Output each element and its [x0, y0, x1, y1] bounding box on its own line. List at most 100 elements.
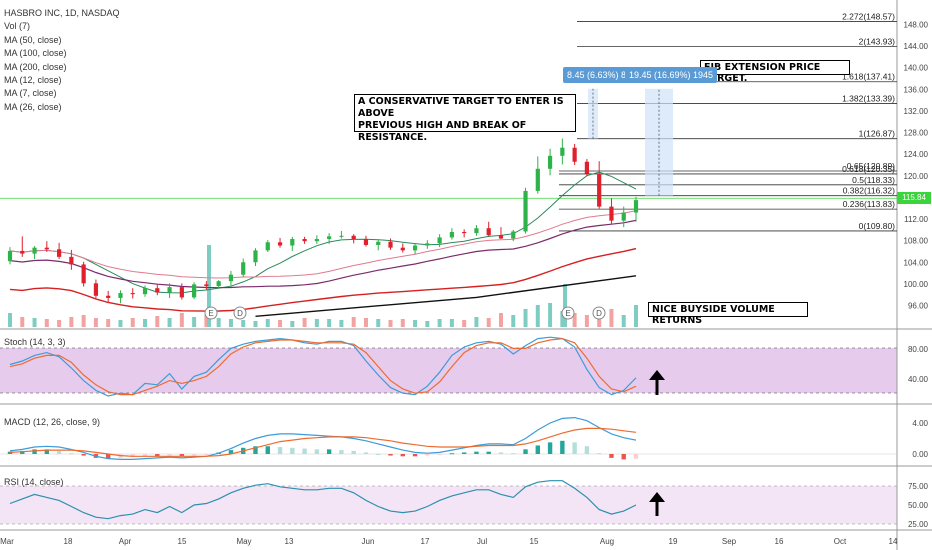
conservative-target-note: A CONSERVATIVE TARGET TO ENTER IS ABOVE … — [354, 94, 576, 143]
fib-label-9: 0.236(113.83) — [843, 199, 895, 209]
indicator-ma12[interactable]: MA (12, close) — [4, 75, 62, 86]
event-marker-label: E — [208, 309, 213, 318]
macd-hist-bar — [142, 454, 148, 457]
macd-hist-bar — [376, 454, 381, 455]
candle-body — [572, 147, 577, 162]
time-tick: Oct — [834, 537, 847, 546]
volume-bar — [400, 319, 405, 327]
event-marker-label: D — [596, 309, 602, 318]
stoch-tick: 40.00 — [908, 375, 929, 384]
volume-bar — [462, 320, 467, 327]
volume-bar — [106, 319, 111, 327]
volume-bar — [486, 318, 491, 327]
candle-body — [523, 190, 528, 232]
indicator-ma50[interactable]: MA (50, close) — [4, 34, 62, 45]
indicator-ma100[interactable]: MA (100, close) — [4, 48, 67, 59]
time-tick: Sep — [722, 537, 737, 546]
macd-hist-bar — [56, 450, 62, 454]
rsi-line — [9, 480, 637, 520]
time-tick: 16 — [775, 537, 784, 546]
macd-hist-bar — [167, 454, 172, 456]
volume-bar — [241, 320, 246, 327]
price-tick: 124.00 — [904, 150, 929, 159]
rsi-panel-title[interactable]: RSI (14, close) — [4, 477, 64, 487]
macd-hist-bar — [596, 453, 602, 455]
indicator-vol[interactable]: Vol (7) — [4, 21, 31, 32]
event-marker-1 — [233, 306, 247, 320]
time-tick: 18 — [64, 537, 73, 546]
macd-line — [9, 416, 637, 460]
candle-body — [302, 239, 307, 242]
volume-bar — [302, 318, 307, 327]
volume-bar — [32, 318, 37, 327]
candle-body — [290, 239, 295, 246]
candle-body — [167, 287, 172, 293]
candle-body — [584, 161, 590, 174]
macd-hist-bar — [388, 454, 393, 456]
macd-hist-bar — [228, 450, 234, 454]
time-tick: Jun — [362, 537, 375, 546]
macd-hist-bar — [535, 445, 541, 454]
price-tick: 112.00 — [904, 215, 928, 224]
candle-body — [498, 235, 504, 239]
fib-label-5: 0.65(120.89) — [847, 161, 895, 171]
candle-body — [44, 247, 49, 250]
macd-hist-bar — [621, 454, 626, 460]
chart-legend: HASBRO INC, 1D, NASDAQ Vol (7) MA (50, c… — [4, 7, 120, 114]
macd-hist-bar — [265, 446, 270, 454]
macd-hist-bar — [204, 454, 209, 455]
candle-body — [400, 247, 405, 251]
candle-body — [351, 235, 356, 240]
macd-hist-bar — [7, 451, 13, 454]
candle-body — [388, 241, 393, 248]
volume-bar — [130, 318, 135, 327]
macd-hist-bar — [523, 449, 528, 454]
volume-bar — [572, 313, 577, 327]
volume-bar — [363, 318, 368, 327]
volume-bar — [584, 315, 589, 327]
time-tick: Apr — [119, 537, 132, 546]
macd-hist-bar — [191, 454, 197, 456]
macd-hist-bar — [449, 453, 455, 455]
volume-bar — [351, 317, 356, 327]
candle-body — [314, 239, 319, 242]
volume-bar — [278, 320, 283, 327]
indicator-ma7[interactable]: MA (7, close) — [4, 88, 57, 99]
macd-hist-bar — [511, 453, 516, 455]
price-tick: 100.00 — [904, 280, 929, 289]
volume-bar — [253, 321, 258, 327]
volume-bar — [8, 313, 12, 327]
current-price-badge: 115.84 — [897, 192, 931, 204]
macd-hist-bar — [584, 446, 590, 454]
macd-hist-bar — [425, 454, 430, 456]
macd-panel-title[interactable]: MACD (12, 26, close, 9) — [4, 417, 101, 427]
stoch-d-line — [9, 337, 637, 396]
measure-label-1: 8.45 (6.63%) 845 — [563, 67, 641, 83]
volume-bar — [609, 309, 614, 327]
candle-body — [327, 236, 332, 240]
volume-spike-bar — [207, 245, 211, 327]
volume-bar — [523, 309, 528, 327]
rsi-tick: 50.00 — [908, 501, 929, 510]
candle-body — [412, 245, 418, 251]
time-tick: 15 — [530, 537, 539, 546]
event-marker-3 — [592, 306, 606, 320]
up-arrow-head-1 — [649, 492, 665, 502]
macd-tick: 4.00 — [912, 419, 928, 428]
volume-bar — [216, 318, 221, 327]
candle-body — [449, 232, 454, 238]
volume-bar — [314, 319, 319, 327]
indicator-ma200[interactable]: MA (200, close) — [4, 61, 67, 72]
macd-hist-bar — [486, 451, 491, 454]
stoch-panel-title[interactable]: Stoch (14, 3, 3) — [4, 337, 66, 347]
symbol-title[interactable]: HASBRO INC, 1D, NASDAQ — [4, 8, 120, 18]
volume-bar — [192, 317, 197, 327]
candle-body — [241, 262, 246, 275]
note-line-2: PREVIOUS HIGH AND BREAK OF — [358, 120, 527, 131]
macd-hist-bar — [351, 450, 356, 454]
candle-body — [179, 287, 184, 298]
time-tick: Mar — [0, 537, 14, 546]
indicator-ma26[interactable]: MA (26, close) — [4, 101, 62, 112]
volume-bar — [425, 321, 430, 327]
